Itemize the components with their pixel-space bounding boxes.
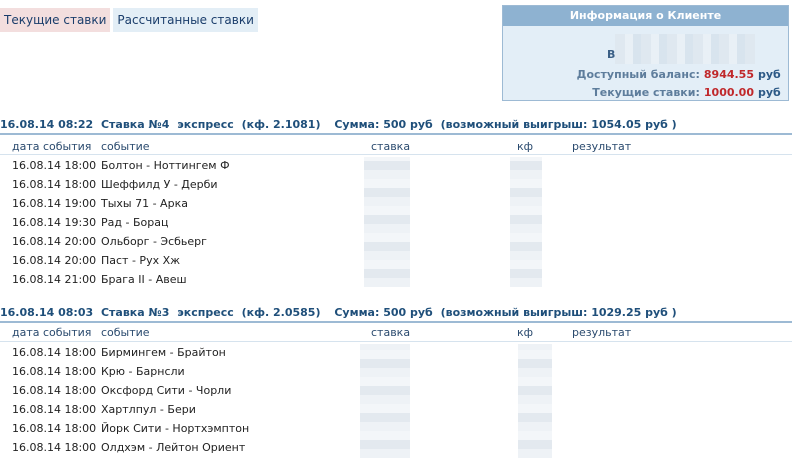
bet-datetime: 16.08.14 08:03 [0, 306, 94, 319]
col-event-header: событие [101, 140, 150, 153]
event-date: 16.08.14 19:00 [12, 197, 97, 210]
bet-coef: (кф. 2.1081) [241, 118, 321, 131]
event-name: Бирмингем - Брайтон [101, 346, 226, 359]
event-name: Шеффилд У - Дерби [101, 178, 218, 191]
client-login-prefix: В [607, 48, 616, 61]
event-date: 16.08.14 21:00 [12, 273, 97, 286]
event-name: Олдхэм - Лейтон Ориент [101, 441, 246, 454]
event-date: 16.08.14 18:00 [12, 346, 97, 359]
redacted-client-name [615, 34, 755, 64]
event-name: Рад - Борац [101, 216, 169, 229]
bet-divider [0, 321, 792, 323]
current-bets-label: Текущие ставки: [592, 86, 700, 99]
bet-type: экспресс [177, 118, 234, 131]
client-info-panel: Информация о Клиенте В Доступный баланс:… [502, 5, 789, 101]
bet-divider [0, 133, 792, 135]
event-date: 16.08.14 20:00 [12, 254, 97, 267]
balance-value: 8944.55 [703, 68, 754, 81]
bet-possible-win: (возможный выигрыш: 1029.25 руб ) [440, 306, 677, 319]
balance-label: Доступный баланс: [576, 68, 700, 81]
event-name: Ольборг - Эсбьерг [101, 235, 207, 248]
col-coef-header: кф [517, 326, 534, 339]
col-bet-header: ставка [371, 326, 411, 339]
event-date: 16.08.14 18:00 [12, 403, 97, 416]
redacted-coef-column [510, 157, 542, 287]
bet-title: Ставка №3 [100, 306, 170, 319]
event-name: Оксфорд Сити - Чорли [101, 384, 232, 397]
event-name: Болтон - Ноттингем Ф [101, 159, 230, 172]
event-name: Паст - Рух Хж [101, 254, 181, 267]
event-name: Тыхы 71 - Арка [101, 197, 188, 210]
balance-row: Доступный баланс: 8944.55 руб [576, 68, 781, 81]
bet-title: Ставка №4 [100, 118, 170, 131]
event-date: 16.08.14 18:00 [12, 365, 97, 378]
bet-header: 16.08.14 08:03 Ставка №3 экспресс (кф. 2… [0, 306, 681, 319]
col-bet-header: ставка [371, 140, 411, 153]
event-date: 16.08.14 20:00 [12, 235, 97, 248]
event-name: Брага II - Авеш [101, 273, 187, 286]
bet-header: 16.08.14 08:22 Ставка №4 экспресс (кф. 2… [0, 118, 681, 131]
header-underline [0, 341, 792, 342]
header-underline [0, 154, 792, 155]
event-date: 16.08.14 18:00 [12, 384, 97, 397]
col-coef-header: кф [517, 140, 534, 153]
bet-type: экспресс [177, 306, 234, 319]
current-bets-currency: руб [758, 86, 781, 99]
event-date: 16.08.14 18:00 [12, 159, 97, 172]
event-date: 16.08.14 19:30 [12, 216, 97, 229]
current-bets-value: 1000.00 [703, 86, 754, 99]
bets-tabs: Текущие ставки Рассчитанные ставки [0, 8, 261, 32]
bet-datetime: 16.08.14 08:22 [0, 118, 94, 131]
tab-current-bets[interactable]: Текущие ставки [0, 8, 111, 32]
bet-coef: (кф. 2.0585) [241, 306, 321, 319]
col-event-header: событие [101, 326, 150, 339]
event-date: 16.08.14 18:00 [12, 441, 97, 454]
bet-sum: Сумма: 500 руб [334, 118, 433, 131]
tab-settled-bets[interactable]: Рассчитанные ставки [113, 8, 258, 32]
event-date: 16.08.14 18:00 [12, 422, 97, 435]
bet-possible-win: (возможный выигрыш: 1054.05 руб ) [440, 118, 677, 131]
col-date-header: дата события [12, 326, 92, 339]
redacted-bet-column [360, 344, 410, 458]
event-name: Крю - Барнсли [101, 365, 185, 378]
event-name: Йорк Сити - Нортхэмптон [101, 422, 250, 435]
client-login-area: В [503, 34, 788, 66]
current-bets-row: Текущие ставки: 1000.00 руб [592, 86, 780, 99]
event-name: Хартлпул - Бери [101, 403, 196, 416]
redacted-bet-column [364, 157, 410, 287]
col-result-header: результат [572, 140, 632, 153]
client-info-title: Информация о Клиенте [503, 6, 788, 26]
balance-currency: руб [758, 68, 781, 81]
col-result-header: результат [572, 326, 632, 339]
bet-sum: Сумма: 500 руб [334, 306, 433, 319]
redacted-coef-column [518, 344, 552, 458]
event-date: 16.08.14 18:00 [12, 178, 97, 191]
col-date-header: дата события [12, 140, 92, 153]
